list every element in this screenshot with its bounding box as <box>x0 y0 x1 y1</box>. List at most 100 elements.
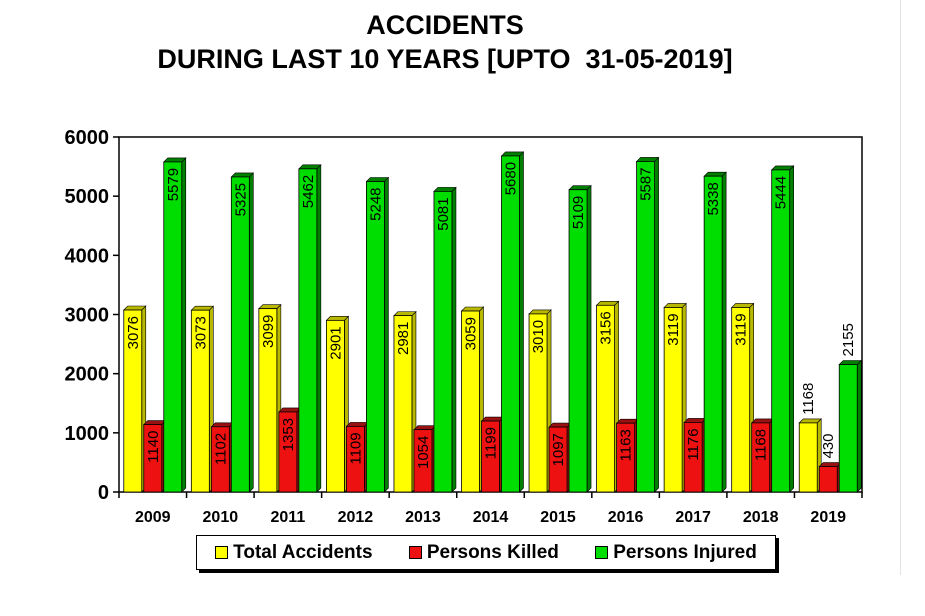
bar-persons-killed <box>346 425 365 493</box>
bar-top-persons-killed <box>413 425 437 430</box>
x-tick-label: 2016 <box>608 509 644 526</box>
bar-total-accidents <box>190 309 210 493</box>
bar-side-persons-injured <box>519 151 524 493</box>
x-tick-label: 2014 <box>473 509 509 526</box>
bar-persons-killed <box>683 422 703 493</box>
data-label-persons-injured: 5579 <box>165 168 182 201</box>
bar-side-persons-injured <box>451 186 457 493</box>
bar-persons-killed <box>143 424 163 493</box>
bar-top-persons-killed <box>143 420 167 425</box>
legend-item-persons-killed: Persons Killed <box>408 542 559 564</box>
bar-side-persons-injured <box>384 176 389 493</box>
bar-top-persons-injured <box>838 360 862 365</box>
x-tick-label: 2013 <box>405 509 441 526</box>
data-label-persons-killed: 1168 <box>753 429 770 461</box>
data-label-persons-killed: 1176 <box>685 428 702 460</box>
bar-top-persons-injured <box>163 157 187 163</box>
bar-top-persons-killed <box>548 422 572 428</box>
data-label-persons-injured: 5338 <box>705 182 722 215</box>
legend-label-total-accidents: Total Accidents <box>233 541 373 563</box>
bar-top-persons-injured <box>770 165 795 171</box>
y-tick-label: 6000 <box>65 127 110 149</box>
bar-total-accidents <box>258 308 278 493</box>
data-label-total-accidents: 3076 <box>125 316 142 349</box>
bar-side-persons-injured <box>856 359 862 493</box>
data-label-total-accidents: 2981 <box>395 322 412 355</box>
bar-persons-injured <box>771 169 791 493</box>
bar-top-persons-injured <box>298 164 322 170</box>
bar-top-persons-killed <box>345 422 370 427</box>
data-label-persons-injured: 5462 <box>300 175 317 208</box>
bar-top-persons-injured <box>433 187 457 192</box>
legend-label-persons-injured: Persons Injured <box>613 541 757 563</box>
data-label-total-accidents: 3059 <box>463 317 480 350</box>
bar-side-persons-injured <box>249 172 254 493</box>
data-label-persons-killed: 1102 <box>212 433 229 465</box>
bar-top-persons-killed <box>278 407 302 413</box>
data-label-persons-killed: 1054 <box>415 436 432 469</box>
bar-top-persons-killed <box>210 422 235 428</box>
bar-persons-injured <box>230 176 250 493</box>
data-label-persons-injured: 5081 <box>435 197 452 230</box>
bar-top-total-accidents <box>123 305 147 311</box>
data-label-persons-injured: 5248 <box>367 187 384 220</box>
bar-persons-killed <box>818 466 838 493</box>
x-tick-label: 2019 <box>810 509 846 526</box>
data-label-persons-injured: 5587 <box>638 167 655 200</box>
chart-title-line-1: ACCIDENTS <box>366 10 524 40</box>
legend-swatch-persons-killed <box>408 546 422 559</box>
y-tick-label: 1000 <box>65 423 110 445</box>
data-label-persons-injured: 5325 <box>232 183 249 216</box>
legend-swatch-persons-injured <box>595 546 609 559</box>
bar-top-persons-injured <box>568 185 592 191</box>
bar-total-accidents <box>596 304 615 493</box>
bar-side-persons-injured <box>181 157 187 493</box>
chart-legend: Total Accidents Persons Killed Persons I… <box>196 535 776 570</box>
bar-persons-injured <box>433 190 453 493</box>
bar-top-total-accidents <box>730 303 755 308</box>
bar-top-total-accidents <box>663 303 687 308</box>
bar-total-accidents <box>326 319 345 493</box>
legend-item-persons-injured: Persons Injured <box>595 542 757 564</box>
bar-persons-killed <box>413 429 433 493</box>
chart-title: ACCIDENTS DURING LAST 10 YEARS [UPTO 31-… <box>0 8 890 76</box>
x-tick-label: 2015 <box>540 509 576 526</box>
data-label-total-accidents: 3119 <box>665 313 682 345</box>
bar-persons-injured <box>163 161 183 493</box>
bar-top-total-accidents <box>190 305 215 311</box>
bar-total-accidents <box>528 313 548 493</box>
bar-side-persons-injured <box>721 171 727 493</box>
data-label-persons-killed: 430 <box>820 434 837 459</box>
legend-swatch-total-accidents <box>215 546 229 559</box>
bar-persons-injured <box>703 175 723 493</box>
bar-top-total-accidents <box>528 309 552 315</box>
data-label-persons-injured: 5680 <box>503 162 520 195</box>
bar-persons-killed <box>751 422 771 493</box>
y-tick-label: 3000 <box>65 305 110 327</box>
y-tick-label: 5000 <box>65 186 110 208</box>
data-label-persons-killed: 1140 <box>145 431 162 463</box>
data-label-persons-injured: 5109 <box>570 196 587 229</box>
data-label-total-accidents: 2901 <box>327 326 344 359</box>
bar-persons-injured <box>838 364 858 493</box>
bar-top-total-accidents <box>460 306 485 312</box>
bar-total-accidents <box>663 307 683 493</box>
bar-top-total-accidents <box>258 304 282 309</box>
chart-title-line-2: DURING LAST 10 YEARS [UPTO 31-05-2019] <box>157 44 733 74</box>
x-tick-label: 2009 <box>135 509 171 526</box>
bar-top-total-accidents <box>798 418 822 424</box>
bar-top-total-accidents <box>325 316 350 321</box>
page-edge-rule <box>900 0 901 575</box>
bar-persons-injured <box>636 161 655 493</box>
bar-total-accidents <box>731 307 751 493</box>
data-label-total-accidents: 3010 <box>530 320 547 353</box>
data-label-total-accidents: 3156 <box>598 311 615 344</box>
bar-total-accidents <box>461 310 480 493</box>
data-label-persons-killed: 1097 <box>550 433 567 466</box>
bar-top-persons-killed <box>615 418 640 424</box>
bar-total-accidents <box>393 315 413 493</box>
bar-persons-killed <box>210 426 230 493</box>
bar-top-persons-injured <box>230 172 255 178</box>
bar-side-persons-injured <box>316 164 322 493</box>
bar-persons-killed <box>278 411 298 493</box>
